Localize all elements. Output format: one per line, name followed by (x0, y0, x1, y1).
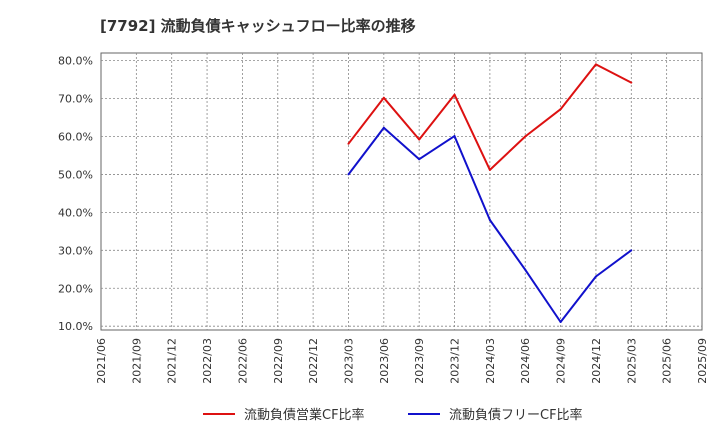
y-tick-label: 30.0% (58, 244, 93, 257)
data-point (630, 81, 633, 84)
legend-label-operating-cf: 流動負債営業CF比率 (244, 407, 365, 423)
data-point (559, 321, 562, 324)
grid-lines (101, 53, 702, 330)
x-tick-label: 2021/09 (130, 338, 143, 384)
x-tick-label: 2023/09 (413, 338, 426, 384)
data-point (594, 63, 597, 66)
data-point (594, 275, 597, 278)
series-lines (347, 63, 633, 324)
data-point (488, 168, 491, 171)
data-point (418, 158, 421, 161)
data-point (559, 108, 562, 111)
y-tick-label: 60.0% (58, 130, 93, 143)
x-tick-label: 2025/06 (661, 338, 674, 384)
x-tick-label: 2025/03 (625, 338, 638, 384)
y-tick-label: 40.0% (58, 206, 93, 219)
legend: 流動負債営業CF比率 流動負債フリーCF比率 (203, 407, 583, 423)
data-point (347, 142, 350, 145)
x-tick-label: 2023/03 (342, 338, 355, 384)
x-axis-ticks: 2021/06 2021/09 2021/12 2022/03 2022/06 2022/… (95, 338, 709, 384)
data-point (524, 268, 527, 271)
y-tick-label: 80.0% (58, 55, 93, 68)
x-tick-label: 2024/03 (484, 338, 497, 384)
data-point (453, 93, 456, 96)
data-point (453, 135, 456, 138)
x-tick-label: 2021/12 (166, 338, 179, 384)
data-point (524, 135, 527, 138)
x-tick-label: 2022/09 (272, 338, 285, 384)
x-tick-label: 2024/12 (590, 338, 603, 384)
chart-title: [7792] 流動負債キャッシュフロー比率の推移 (100, 17, 416, 35)
data-point (630, 249, 633, 252)
y-axis-ticks: 10.0% 20.0% 30.0% 40.0% 50.0% 60.0% 70.0% 80.0% (58, 55, 93, 334)
plot-frame (100, 52, 703, 331)
y-tick-label: 70.0% (58, 93, 93, 106)
data-point (382, 96, 385, 99)
data-point (347, 173, 350, 176)
x-tick-label: 2022/03 (201, 338, 214, 384)
data-point (418, 138, 421, 141)
x-tick-label: 2024/09 (555, 338, 568, 384)
y-tick-label: 10.0% (58, 320, 93, 333)
x-tick-label: 2023/12 (449, 338, 462, 384)
legend-label-free-cf: 流動負債フリーCF比率 (449, 407, 583, 423)
plot-area (100, 52, 703, 331)
x-tick-label: 2022/12 (307, 338, 320, 384)
x-tick-label: 2023/06 (378, 338, 391, 384)
data-point (382, 126, 385, 129)
data-point (488, 218, 491, 221)
x-tick-label: 2022/06 (236, 338, 249, 384)
x-tick-label: 2025/09 (696, 338, 709, 384)
y-tick-label: 50.0% (58, 168, 93, 181)
x-tick-label: 2024/06 (519, 338, 532, 384)
y-tick-label: 20.0% (58, 282, 93, 295)
x-tick-label: 2021/06 (95, 338, 108, 384)
